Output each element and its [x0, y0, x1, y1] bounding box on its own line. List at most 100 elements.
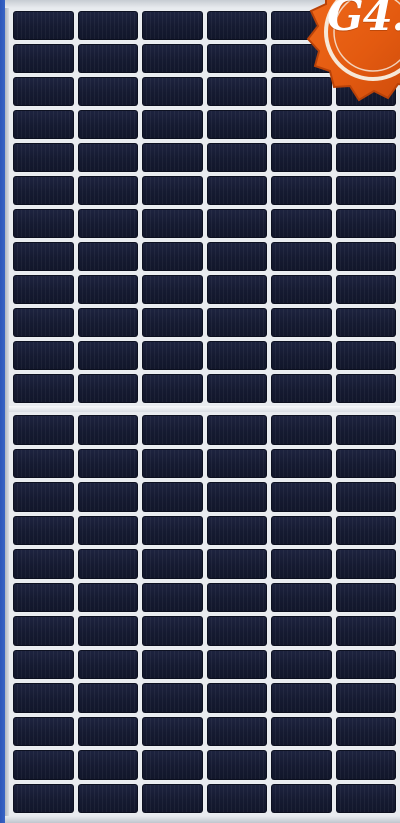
- solar-cell: [206, 308, 267, 337]
- solar-cell: [335, 143, 396, 172]
- solar-cell: [142, 110, 203, 139]
- solar-cell: [77, 77, 138, 106]
- solar-cell: [77, 616, 138, 646]
- solar-cell: [142, 448, 203, 478]
- solar-cell: [335, 750, 396, 780]
- solar-cell: [335, 341, 396, 370]
- solar-cell: [335, 110, 396, 139]
- solar-cell: [142, 616, 203, 646]
- solar-cell: [335, 275, 396, 304]
- solar-cell: [206, 482, 267, 512]
- solar-cell: [13, 176, 74, 205]
- solar-cell: [13, 783, 74, 813]
- solar-cell: [206, 783, 267, 813]
- solar-cell: [142, 209, 203, 238]
- solar-cell: [77, 242, 138, 271]
- solar-cell: [142, 11, 203, 40]
- solar-cell: [142, 750, 203, 780]
- solar-cell: [142, 44, 203, 73]
- solar-cell: [271, 448, 332, 478]
- solar-cell: [77, 143, 138, 172]
- solar-cell: [206, 515, 267, 545]
- solar-cell: [206, 716, 267, 746]
- solar-cell: [77, 482, 138, 512]
- solar-cell: [13, 308, 74, 337]
- solar-cell: [77, 582, 138, 612]
- solar-cell: [142, 176, 203, 205]
- solar-cell: [271, 515, 332, 545]
- solar-cell: [13, 77, 74, 106]
- solar-cell: [142, 515, 203, 545]
- solar-cell: [142, 582, 203, 612]
- solar-cell: [142, 308, 203, 337]
- panel-frame-top: [5, 0, 400, 8]
- solar-cell: [142, 649, 203, 679]
- solar-cell: [271, 374, 332, 403]
- solar-cell: [13, 415, 74, 445]
- solar-cell: [77, 308, 138, 337]
- solar-cell: [77, 549, 138, 579]
- solar-cell: [335, 515, 396, 545]
- corner-badge: G4.: [288, 0, 400, 124]
- solar-cell: [271, 616, 332, 646]
- solar-cell: [77, 716, 138, 746]
- solar-cell: [335, 176, 396, 205]
- solar-cell: [77, 649, 138, 679]
- panel-bottom-half: [9, 412, 400, 816]
- solar-cell: [206, 374, 267, 403]
- panel-frame-left: [5, 0, 9, 823]
- solar-cell: [77, 44, 138, 73]
- solar-cell: [271, 649, 332, 679]
- solar-cell: [142, 415, 203, 445]
- solar-cell: [271, 716, 332, 746]
- solar-cell: [77, 750, 138, 780]
- solar-cell: [271, 143, 332, 172]
- solar-cell: [77, 209, 138, 238]
- solar-cell: [335, 415, 396, 445]
- solar-cell: [13, 549, 74, 579]
- solar-cell: [13, 515, 74, 545]
- solar-cell: [142, 77, 203, 106]
- solar-cell: [142, 242, 203, 271]
- solar-cell: [271, 275, 332, 304]
- solar-cell: [206, 549, 267, 579]
- solar-cell: [142, 341, 203, 370]
- solar-cell: [13, 110, 74, 139]
- solar-cell: [13, 242, 74, 271]
- solar-cell: [142, 275, 203, 304]
- solar-cell: [77, 275, 138, 304]
- solar-cell: [335, 209, 396, 238]
- badge-outline-icon: [306, 0, 400, 102]
- solar-cell: [206, 616, 267, 646]
- solar-cell: [271, 549, 332, 579]
- solar-cell: [271, 750, 332, 780]
- solar-cell: [142, 716, 203, 746]
- solar-cell: [271, 242, 332, 271]
- solar-cell: [13, 143, 74, 172]
- badge-seal-icon: [306, 0, 400, 102]
- solar-cell: [13, 482, 74, 512]
- solar-cell: [335, 448, 396, 478]
- solar-cell: [142, 482, 203, 512]
- solar-cell: [206, 275, 267, 304]
- solar-cell: [271, 209, 332, 238]
- solar-cell: [206, 415, 267, 445]
- solar-cell: [271, 77, 332, 106]
- solar-cell: [206, 77, 267, 106]
- solar-cell: [13, 341, 74, 370]
- solar-cell: [335, 649, 396, 679]
- solar-cell: [13, 716, 74, 746]
- solar-cell: [142, 549, 203, 579]
- solar-cell: [271, 415, 332, 445]
- solar-cell: [77, 110, 138, 139]
- solar-cell: [206, 448, 267, 478]
- solar-cell: [206, 750, 267, 780]
- solar-cell: [206, 582, 267, 612]
- solar-cell: [271, 176, 332, 205]
- solar-cell: [77, 515, 138, 545]
- solar-cell: [77, 415, 138, 445]
- solar-cell: [77, 783, 138, 813]
- solar-cell: [77, 448, 138, 478]
- solar-cell: [206, 209, 267, 238]
- solar-cell: [335, 242, 396, 271]
